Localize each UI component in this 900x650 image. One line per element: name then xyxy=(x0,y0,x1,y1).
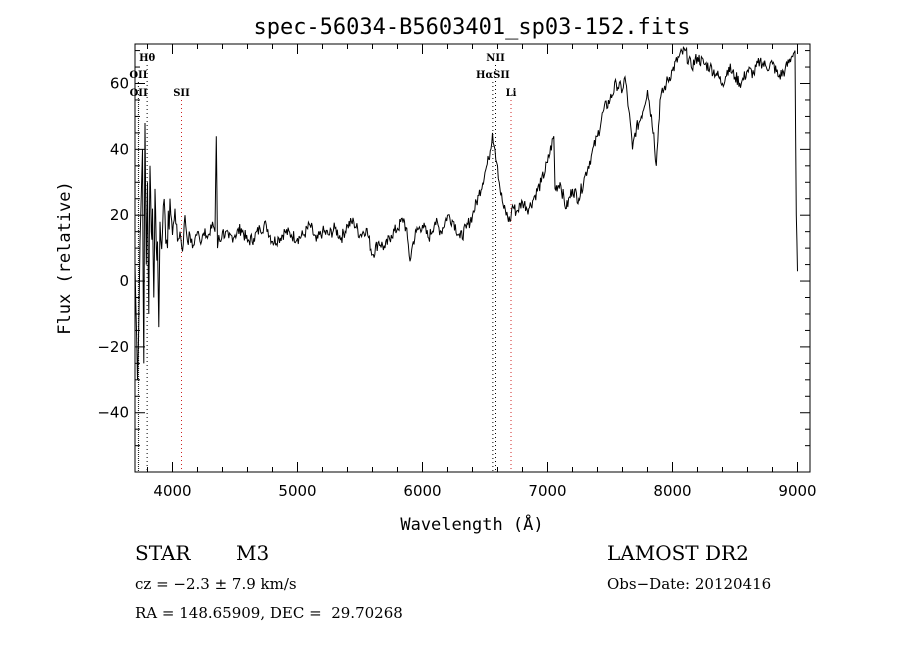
survey-name: LAMOST DR2 xyxy=(607,541,749,565)
plot-area xyxy=(134,45,798,380)
x-axis-label: Wavelength (Å) xyxy=(400,513,543,535)
spectrum-line xyxy=(134,45,798,380)
y-tick-label: 20 xyxy=(110,206,129,224)
line-marker-label: OII xyxy=(130,88,148,99)
ra-dec-coordinates: RA = 148.65909, DEC = 29.70268 xyxy=(135,604,403,622)
y-tick-label: −40 xyxy=(97,404,129,422)
x-tick-label: 7000 xyxy=(528,482,566,500)
x-tick-label: 9000 xyxy=(778,482,816,500)
line-marker-label: NII xyxy=(486,53,505,64)
x-tick-label: 4000 xyxy=(153,482,191,500)
line-marker-label: HαSII xyxy=(476,70,510,81)
y-axis-label: Flux (relative) xyxy=(55,181,75,335)
redshift-cz: cz = −2.3 ± 7.9 km/s xyxy=(135,575,297,593)
y-tick-label: 0 xyxy=(119,272,129,290)
y-tick-label: 60 xyxy=(110,75,129,93)
object-class: STAR xyxy=(135,541,191,565)
chart-title: spec-56034-B5603401_sp03-152.fits xyxy=(253,15,690,40)
observation-date: Obs−Date: 20120416 xyxy=(607,575,772,593)
axis-ticks: 4000 5000 6000 7000 8000 9000 −40 −20 0 20 40 60 xyxy=(97,44,817,500)
plot-frame xyxy=(134,43,811,473)
line-marker-label: OII xyxy=(129,70,147,81)
x-tick-label: 8000 xyxy=(653,482,691,500)
y-tick-label: 40 xyxy=(110,140,129,158)
x-tick-label: 5000 xyxy=(278,482,316,500)
line-marker-label: Li xyxy=(506,88,517,99)
line-markers: Hθ OII OII SII NII HαSII Li xyxy=(129,53,517,472)
line-marker-label: Hθ xyxy=(139,53,155,64)
line-marker-label: SII xyxy=(173,88,190,99)
object-subclass: M3 xyxy=(236,541,270,565)
y-tick-label: −20 xyxy=(97,338,129,356)
x-tick-label: 6000 xyxy=(403,482,441,500)
